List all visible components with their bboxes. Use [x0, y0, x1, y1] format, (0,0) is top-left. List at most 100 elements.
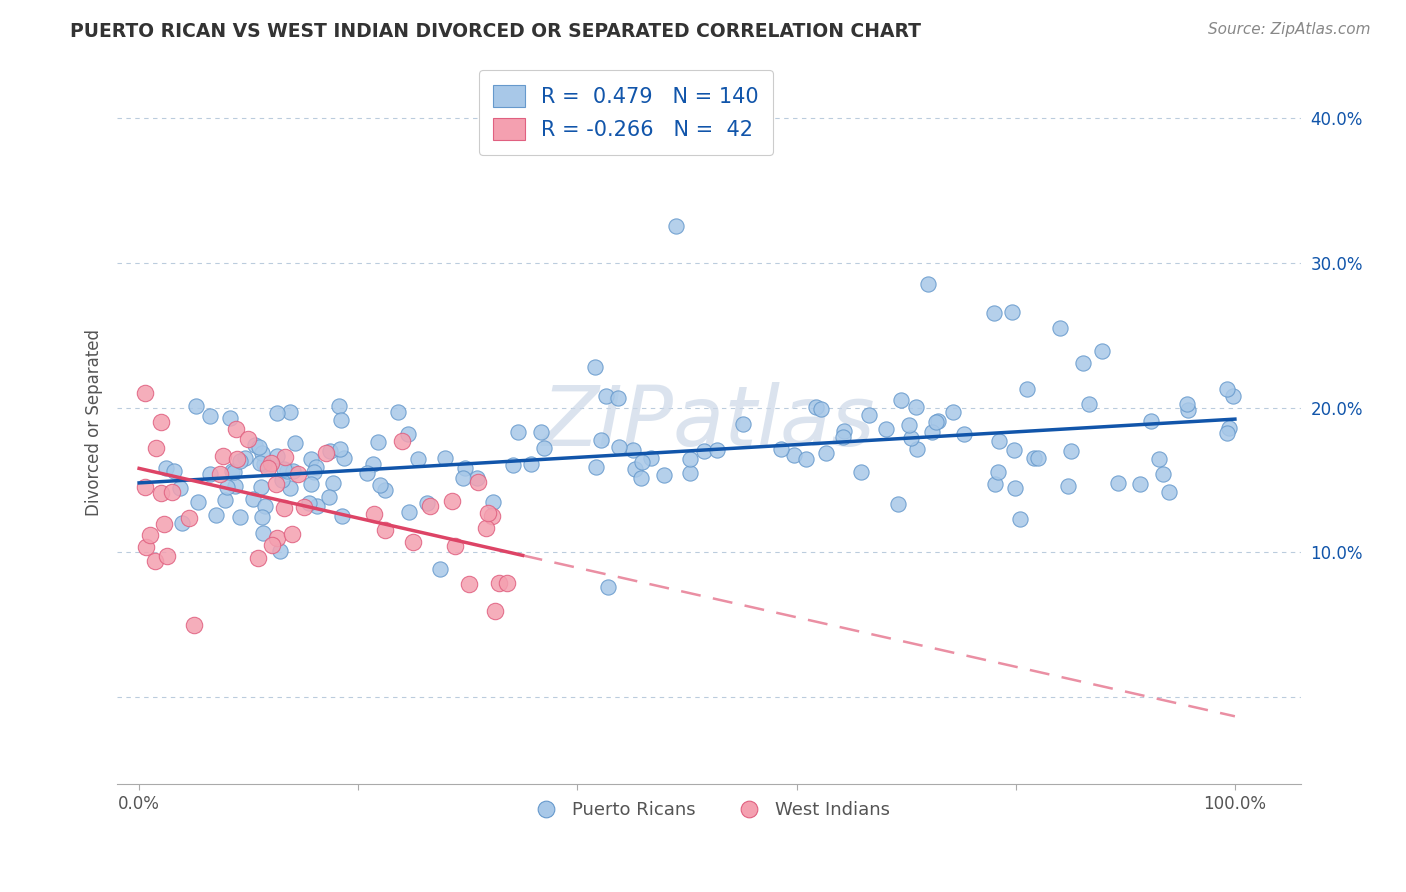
Point: [368, 477, 391, 491]
Point: [624, 461, 647, 475]
Point: [329, 413, 352, 427]
Point: [356, 466, 378, 480]
Point: [243, 438, 266, 452]
Point: [679, 466, 702, 480]
Point: [329, 442, 352, 456]
Point: [679, 452, 702, 467]
Point: [1147, 451, 1170, 466]
Point: [139, 528, 162, 542]
Point: [831, 430, 853, 444]
Point: [815, 446, 838, 460]
Point: [1175, 397, 1198, 411]
Point: [595, 390, 617, 404]
Point: [630, 471, 652, 485]
Point: [433, 450, 456, 465]
Point: [134, 480, 156, 494]
Point: [299, 477, 322, 491]
Point: [160, 485, 183, 500]
Point: [783, 448, 806, 462]
Point: [769, 442, 792, 456]
Point: [298, 496, 321, 510]
Point: [1059, 444, 1081, 458]
Point: [942, 404, 965, 418]
Point: [155, 549, 177, 563]
Point: [221, 464, 243, 478]
Point: [585, 460, 607, 475]
Point: [247, 440, 270, 454]
Point: [598, 580, 620, 594]
Point: [250, 446, 273, 460]
Point: [506, 425, 529, 440]
Point: [530, 425, 553, 439]
Point: [134, 386, 156, 401]
Point: [305, 499, 328, 513]
Point: [266, 449, 288, 463]
Text: Source: ZipAtlas.com: Source: ZipAtlas.com: [1208, 22, 1371, 37]
Point: [502, 458, 524, 472]
Point: [927, 414, 949, 428]
Point: [1218, 420, 1240, 434]
Point: [607, 440, 630, 454]
Point: [222, 465, 245, 479]
Point: [444, 539, 467, 553]
Point: [1152, 467, 1174, 481]
Point: [198, 467, 221, 481]
Point: [260, 456, 283, 470]
Point: [135, 540, 157, 554]
Point: [1222, 389, 1244, 403]
Point: [858, 408, 880, 422]
Point: [198, 409, 221, 423]
Point: [465, 470, 488, 484]
Point: [250, 480, 273, 494]
Point: [292, 500, 315, 514]
Point: [1216, 425, 1239, 440]
Point: [408, 451, 430, 466]
Point: [457, 577, 479, 591]
Point: [484, 604, 506, 618]
Point: [1071, 355, 1094, 369]
Point: [905, 400, 928, 414]
Legend: Puerto Ricans, West Indians: Puerto Ricans, West Indians: [522, 794, 897, 826]
Point: [1107, 476, 1129, 491]
Point: [416, 496, 439, 510]
Point: [591, 433, 613, 447]
Point: [318, 490, 340, 504]
Point: [273, 462, 295, 476]
Point: [832, 424, 855, 438]
Point: [322, 475, 344, 490]
Point: [482, 495, 505, 509]
Point: [387, 405, 409, 419]
Point: [402, 535, 425, 549]
Point: [305, 459, 328, 474]
Point: [1017, 382, 1039, 396]
Point: [905, 442, 928, 456]
Point: [233, 451, 256, 466]
Point: [1078, 397, 1101, 411]
Point: [887, 497, 910, 511]
Point: [806, 400, 828, 414]
Point: [274, 450, 297, 465]
Point: [229, 453, 252, 467]
Point: [145, 441, 167, 455]
Point: [1057, 479, 1080, 493]
Point: [706, 442, 728, 457]
Point: [302, 465, 325, 479]
Point: [396, 427, 419, 442]
Point: [367, 434, 389, 449]
Point: [1026, 451, 1049, 466]
Point: [640, 451, 662, 466]
Point: [419, 499, 441, 513]
Point: [214, 493, 236, 508]
Point: [1002, 442, 1025, 457]
Point: [225, 422, 247, 436]
Point: [260, 538, 283, 552]
Point: [1157, 484, 1180, 499]
Point: [440, 494, 463, 508]
Point: [1177, 403, 1199, 417]
Point: [533, 441, 555, 455]
Point: [665, 219, 688, 234]
Point: [1129, 477, 1152, 491]
Point: [652, 467, 675, 482]
Point: [328, 399, 350, 413]
Point: [271, 474, 294, 488]
